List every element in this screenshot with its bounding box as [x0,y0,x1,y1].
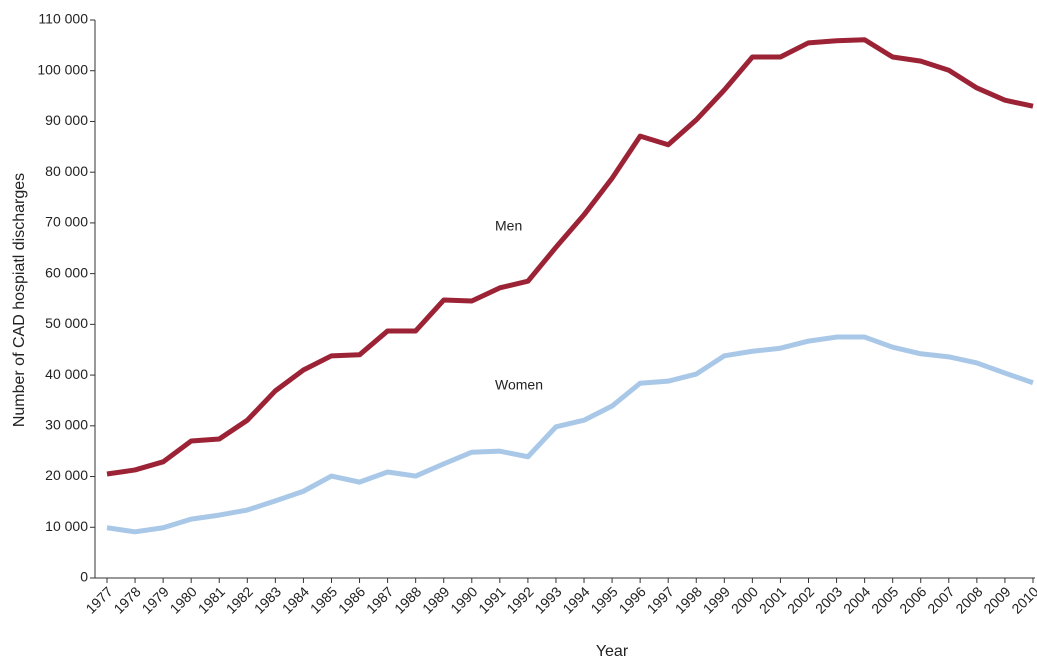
x-tick-label: 2004 [840,583,873,616]
series-label: Men [495,218,522,234]
x-tick-label: 2001 [756,583,789,616]
line-series [106,37,1034,477]
x-tick-label: 1982 [223,583,256,616]
y-tick-label: 90 000 [45,112,88,128]
y-tick-label: 50 000 [45,315,88,331]
x-tick-label: 1981 [195,583,228,616]
x-tick-label: 2000 [728,583,761,616]
x-tick-label: 1988 [391,583,424,616]
x-tick-label: 1991 [475,583,508,616]
x-tick-label: 1983 [251,583,284,616]
x-tick-label: 1978 [110,583,143,616]
x-tick-label: 1999 [700,583,733,616]
x-tick-label: 1998 [672,583,705,616]
y-tick-label: 30 000 [45,417,88,433]
x-tick-label: 1992 [503,583,536,616]
x-tick-label: 1997 [644,583,677,616]
x-tick-label: 1984 [279,583,312,616]
x-tick-label: 1995 [587,583,620,616]
y-axis-title: Number of CAD hospiatl discharges [11,173,28,427]
x-tick-label: 1996 [616,583,649,616]
y-tick-label: 10 000 [45,518,88,534]
y-tick-label: 80 000 [45,163,88,179]
series-label: Women [495,377,543,393]
x-tick-label: 1990 [447,583,480,616]
x-tick-label: 1993 [531,583,564,616]
line-series [106,334,1034,535]
x-tick-label: 2006 [896,583,929,616]
x-tick-label: 1986 [335,583,368,616]
y-tick-label: 40 000 [45,366,88,382]
x-tick-label: 2008 [952,583,985,616]
y-tick-label: 110 000 [38,11,88,27]
y-tick-label: 0 [80,569,88,585]
x-tick-label: 1987 [363,583,396,616]
x-tick-label: 2003 [812,583,845,616]
y-tick-label: 20 000 [45,467,88,483]
y-tick-label: 100 000 [37,61,88,77]
x-tick-label: 1979 [139,583,172,616]
x-tick-label: 1980 [167,583,200,616]
x-tick-label: 2009 [980,583,1013,616]
x-tick-label: 1989 [419,583,452,616]
x-tick-label: 1977 [82,583,115,616]
x-tick-label: 2002 [784,583,817,616]
x-tick-label: 1985 [307,583,340,616]
x-tick-label: 2007 [924,583,957,616]
x-tick-label: 1994 [559,583,592,616]
y-tick-label: 70 000 [45,214,88,230]
x-tick-label: 2010 [1008,583,1037,616]
x-tick-label: 2005 [868,583,901,616]
y-tick-label: 60 000 [45,264,88,280]
x-axis-title: Year [596,643,629,660]
